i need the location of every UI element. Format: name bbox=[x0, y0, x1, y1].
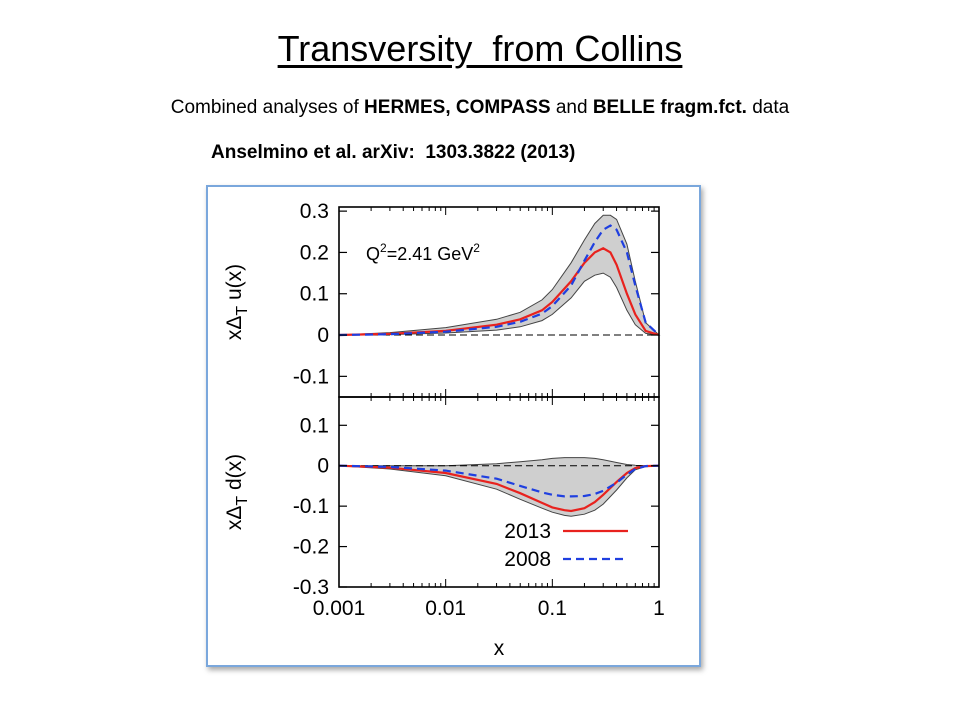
uncertainty-band bbox=[338, 214, 661, 336]
y-tick-label: 0.1 bbox=[300, 414, 329, 437]
subtitle-text-1: Combined analyses of bbox=[170, 97, 365, 118]
y-tick-label: 0.3 bbox=[300, 200, 329, 223]
series-line-2013 bbox=[338, 247, 660, 337]
subtitle-text-2: and bbox=[550, 97, 593, 118]
y-tick-label: 0.1 bbox=[300, 283, 329, 306]
y-tick-label: 0 bbox=[317, 455, 329, 478]
x-tick-label: 0.01 bbox=[425, 597, 466, 620]
y-tick-label: 0 bbox=[317, 324, 329, 347]
x-tick-label: 0.1 bbox=[538, 597, 567, 620]
legend-label-2013: 2013 bbox=[504, 520, 551, 543]
y-tick-label: -0.1 bbox=[293, 495, 329, 518]
legend-label-2008: 2008 bbox=[504, 548, 551, 571]
subtitle-text-3: data bbox=[746, 97, 790, 118]
transversity-chart: 0.3 0.2 0.1 0 -0.1 xΔT u(x) Q2=2.41 GeV2 0.1 0 -0… bbox=[223, 200, 665, 660]
y-tick-label: -0.1 bbox=[293, 365, 329, 388]
subtitle: Combined analyses of HERMES, COMPASS and… bbox=[0, 97, 960, 119]
y-tick-label: 0.2 bbox=[300, 241, 329, 264]
x-axis-label: x bbox=[494, 637, 505, 660]
figure-frame: 0.3 0.2 0.1 0 -0.1 xΔT u(x) Q2=2.41 GeV2 0.1 0 -0… bbox=[206, 185, 701, 667]
series-line-2013 bbox=[338, 464, 660, 513]
slide-title: Transversity from Collins bbox=[277, 28, 683, 69]
panel-u: 0.3 0.2 0.1 0 -0.1 xΔT u(x) Q2=2.41 GeV2 bbox=[223, 200, 661, 398]
y-axis-label: xΔT u(x) bbox=[223, 264, 251, 340]
panel-frame bbox=[338, 396, 660, 588]
q2-annotation: Q2=2.41 GeV2 bbox=[366, 241, 480, 264]
panel-d: 0.1 0 -0.1 -0.2 -0.3 xΔT d(x) 0.001 0.01 0.1 1 x 20… bbox=[223, 396, 665, 660]
y-tick-label: -0.3 bbox=[293, 576, 329, 599]
y-tick-label: -0.2 bbox=[293, 536, 329, 559]
subtitle-experiments: HERMES, COMPASS bbox=[364, 97, 551, 118]
x-tick-label: 0.001 bbox=[313, 597, 366, 620]
x-tick-label: 1 bbox=[653, 597, 665, 620]
y-axis-label: xΔT d(x) bbox=[223, 454, 251, 530]
series-line-2008 bbox=[338, 464, 660, 498]
series-line-2008 bbox=[338, 224, 660, 337]
reference-citation: Anselmino et al. arXiv: 1303.3822 (2013) bbox=[211, 142, 576, 163]
subtitle-belle: BELLE fragm.fct. bbox=[592, 97, 747, 118]
